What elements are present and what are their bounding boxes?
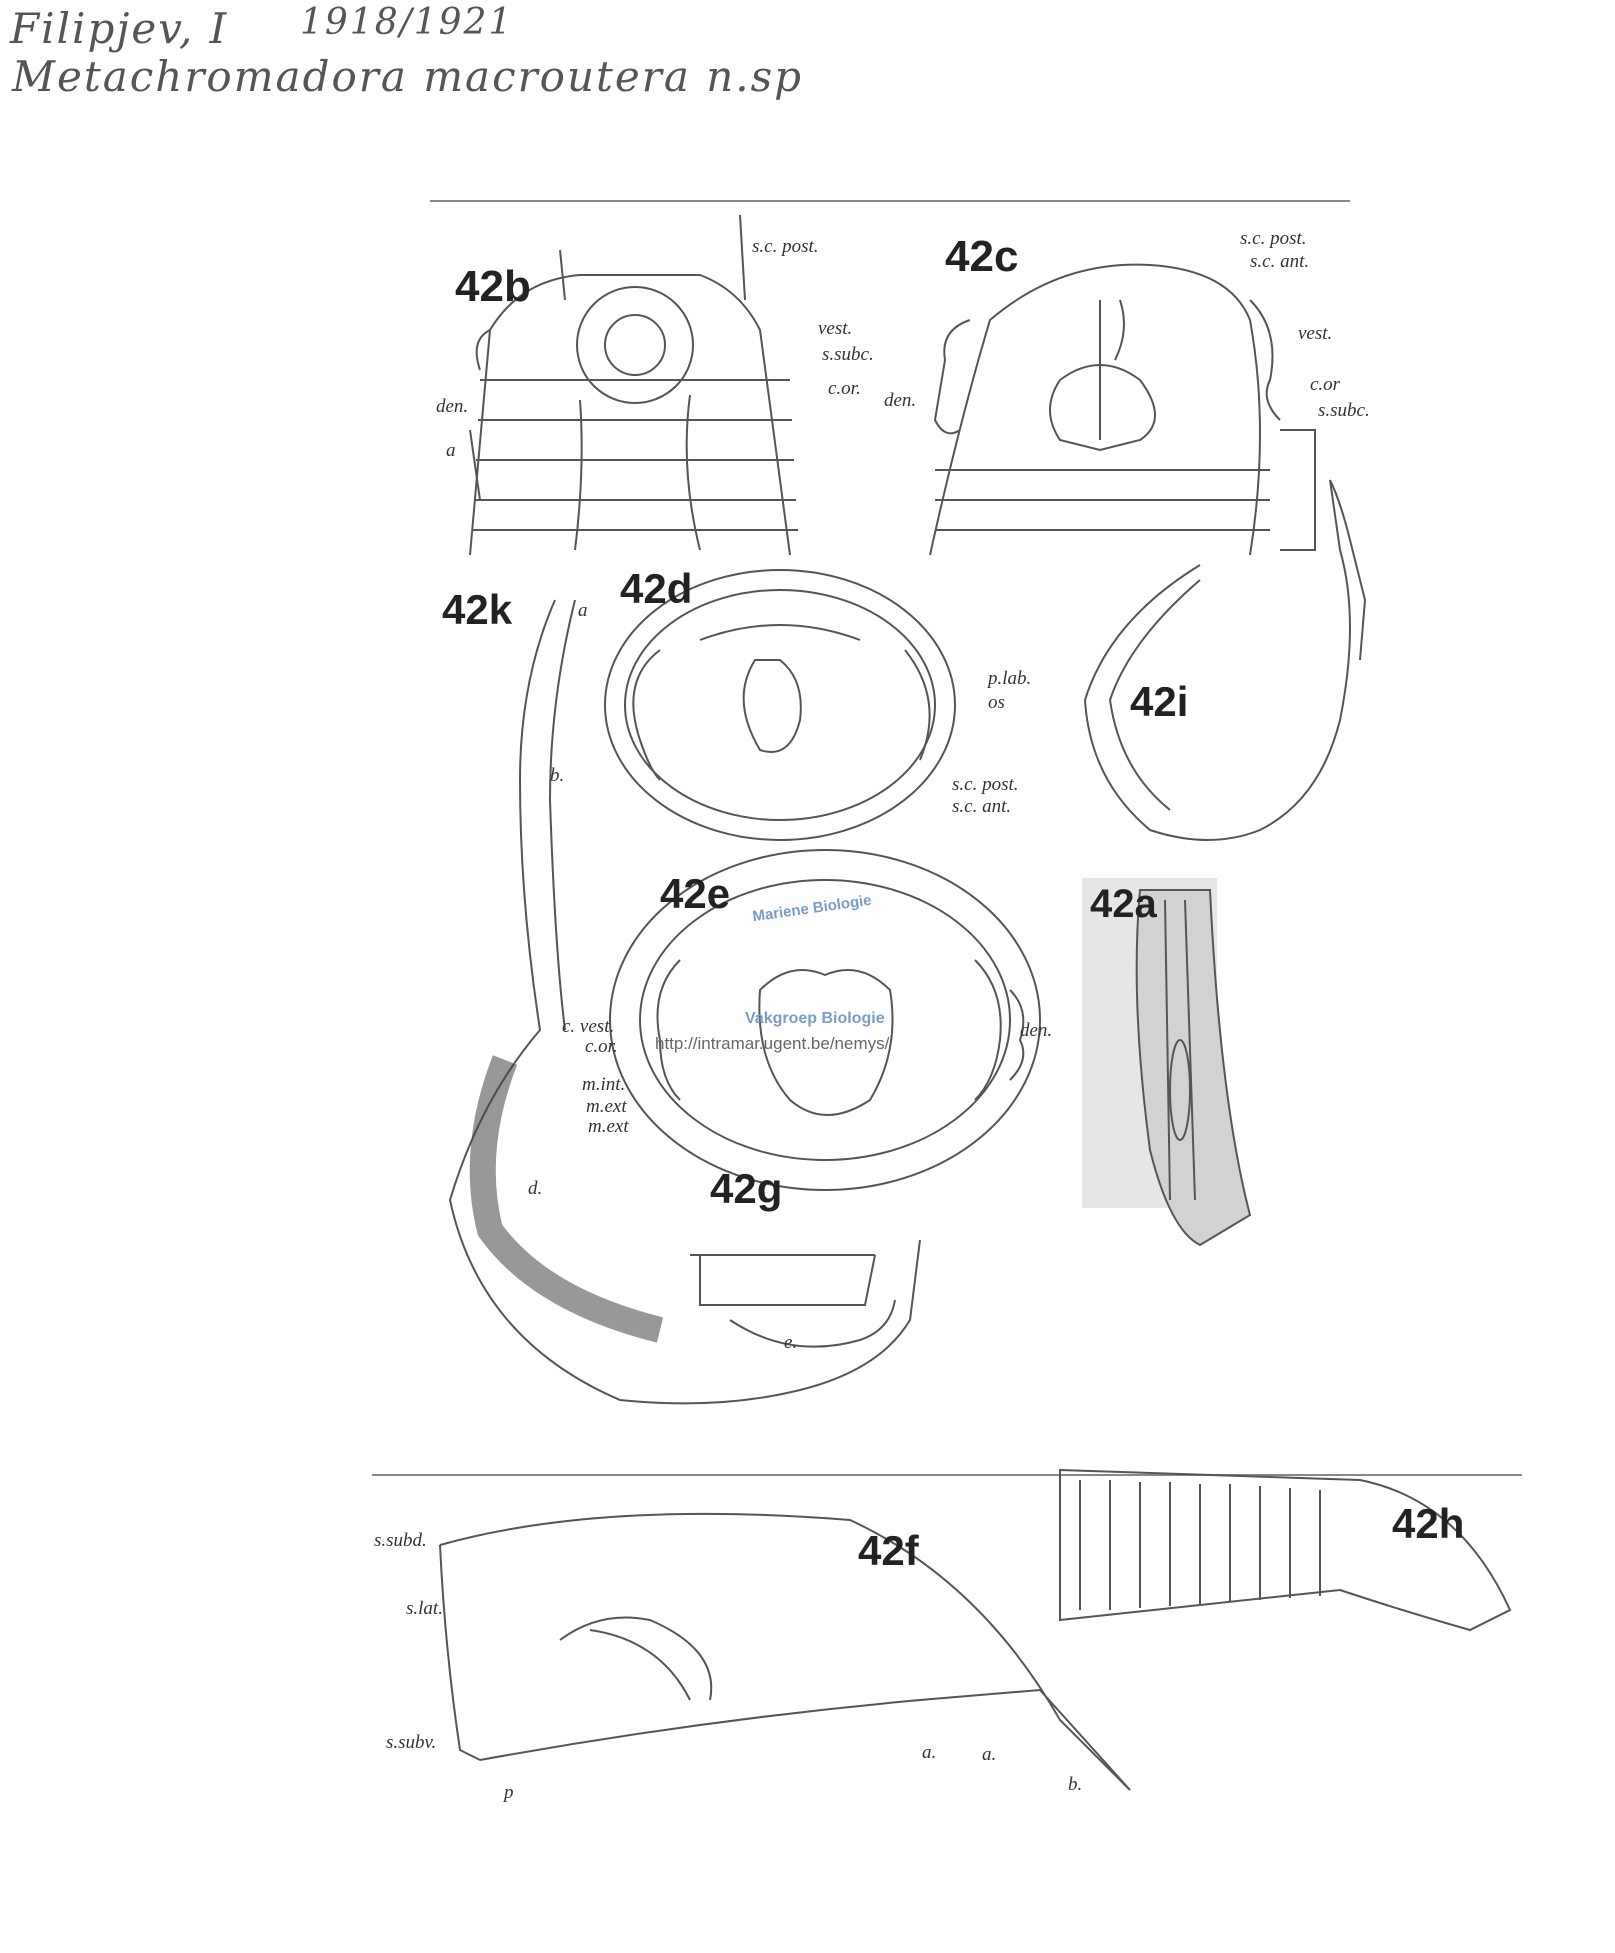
figure-42f-label: 42f [858,1527,919,1574]
label-42b-a: a [446,440,456,461]
label-42f-s-lat: s.lat. [406,1598,443,1619]
drawing-42a [1082,878,1252,1247]
label-42e-den: den. [1020,1020,1053,1041]
label-42d-os: os [988,692,1005,713]
handwritten-years: 1918/1921 [300,2,514,43]
label-42c-c-or: c.or [1310,374,1341,395]
label-42d-sc-ant: s.c. ant. [952,796,1012,817]
figure-42k-label: 42k [442,586,513,633]
label-42b-den: den. [436,396,469,417]
watermark-url: http://intramar.ugent.be/nemys/ [655,1034,890,1053]
label-42c-sc-post: s.c. post. [1240,228,1307,249]
figure-42e-label: 42e [660,870,731,917]
drawing-42c [929,263,1367,661]
label-42d-sc-post: s.c. post. [952,774,1019,795]
label-42b-s-subc: s.subc. [822,344,874,365]
handwritten-author: Filipjev, I [10,4,229,53]
label-42k-d: d. [528,1178,543,1199]
handwritten-species: Metachromadora macroutera n.sp [12,52,804,101]
figure-42h-label: 42h [1392,1500,1465,1547]
label-42c-sc-ant: s.c. ant. [1250,251,1310,272]
label-42f-s-subv: s.subv. [386,1732,437,1753]
top-rule [430,200,1350,202]
drawing-42k [448,599,921,1405]
drawing-42f [439,1512,1131,1791]
label-42k-e: e. [784,1332,798,1353]
watermark-line2: Vakgroep Biologie [745,1010,885,1027]
label-42e-m-int: m.int. [582,1074,626,1095]
label-42c-s-subc: s.subc. [1318,400,1370,421]
label-42f-p: p [504,1782,514,1803]
drawing-42b [469,214,798,556]
label-42f-a-2: a. [982,1744,997,1765]
drawing-42e [609,849,1041,1191]
label-42d-p-lab: p.lab. [988,668,1032,689]
label-42b-c-or: c.or. [828,378,861,399]
label-42f-a-1: a. [922,1742,937,1763]
figure-42g-label: 42g [710,1165,783,1212]
figure-42d-label: 42d [620,565,693,612]
drawing-42i [1083,479,1351,841]
figure-42a-label: 42a [1090,882,1157,926]
bottom-rule [372,1474,1522,1476]
label-42k-a: a [578,600,588,621]
figure-42c-label: 42c [945,232,1019,281]
figure-42i-label: 42i [1130,678,1189,725]
figure-42b-label: 42b [455,262,531,311]
label-42k-b: b. [550,765,565,786]
label-42e-c-vest: c. vest. [562,1016,615,1037]
label-42e-m-ext-1: m.ext [586,1096,627,1117]
label-42c-vest: vest. [1298,323,1333,344]
label-42c-den: den. [884,390,917,411]
label-42b-vest: vest. [818,318,853,339]
drawing-42d [604,569,956,841]
label-42b-sc-post: s.c. post. [752,236,819,257]
drawing-42h [1059,1468,1512,1632]
drawing-42g [690,1254,896,1348]
label-42e-c-or: c.or. [585,1036,618,1057]
label-42f-s-subd: s.subd. [374,1530,427,1551]
label-42f-b: b. [1068,1774,1083,1795]
label-42e-m-ext-2: m.ext [588,1116,629,1137]
